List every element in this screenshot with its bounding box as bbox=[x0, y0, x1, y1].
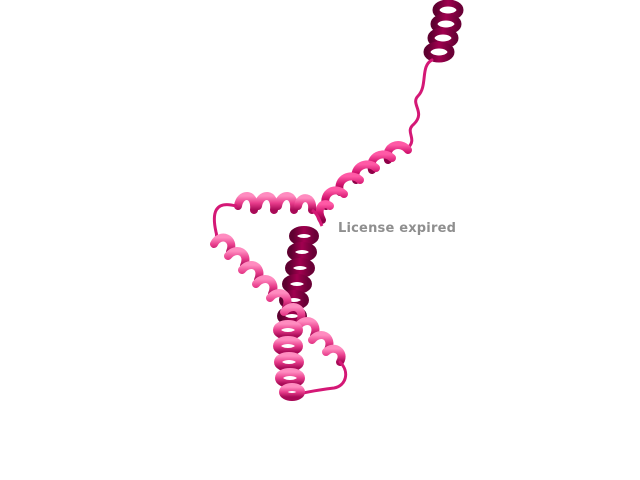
helix-lower bbox=[273, 320, 305, 401]
coil-top bbox=[406, 58, 434, 150]
helix-left-diagonal bbox=[210, 233, 346, 366]
helix-diagonal bbox=[315, 141, 412, 224]
helix-top-right bbox=[423, 0, 464, 63]
helix-horizontal bbox=[234, 192, 324, 227]
license-expired-watermark: License expired bbox=[338, 221, 457, 236]
